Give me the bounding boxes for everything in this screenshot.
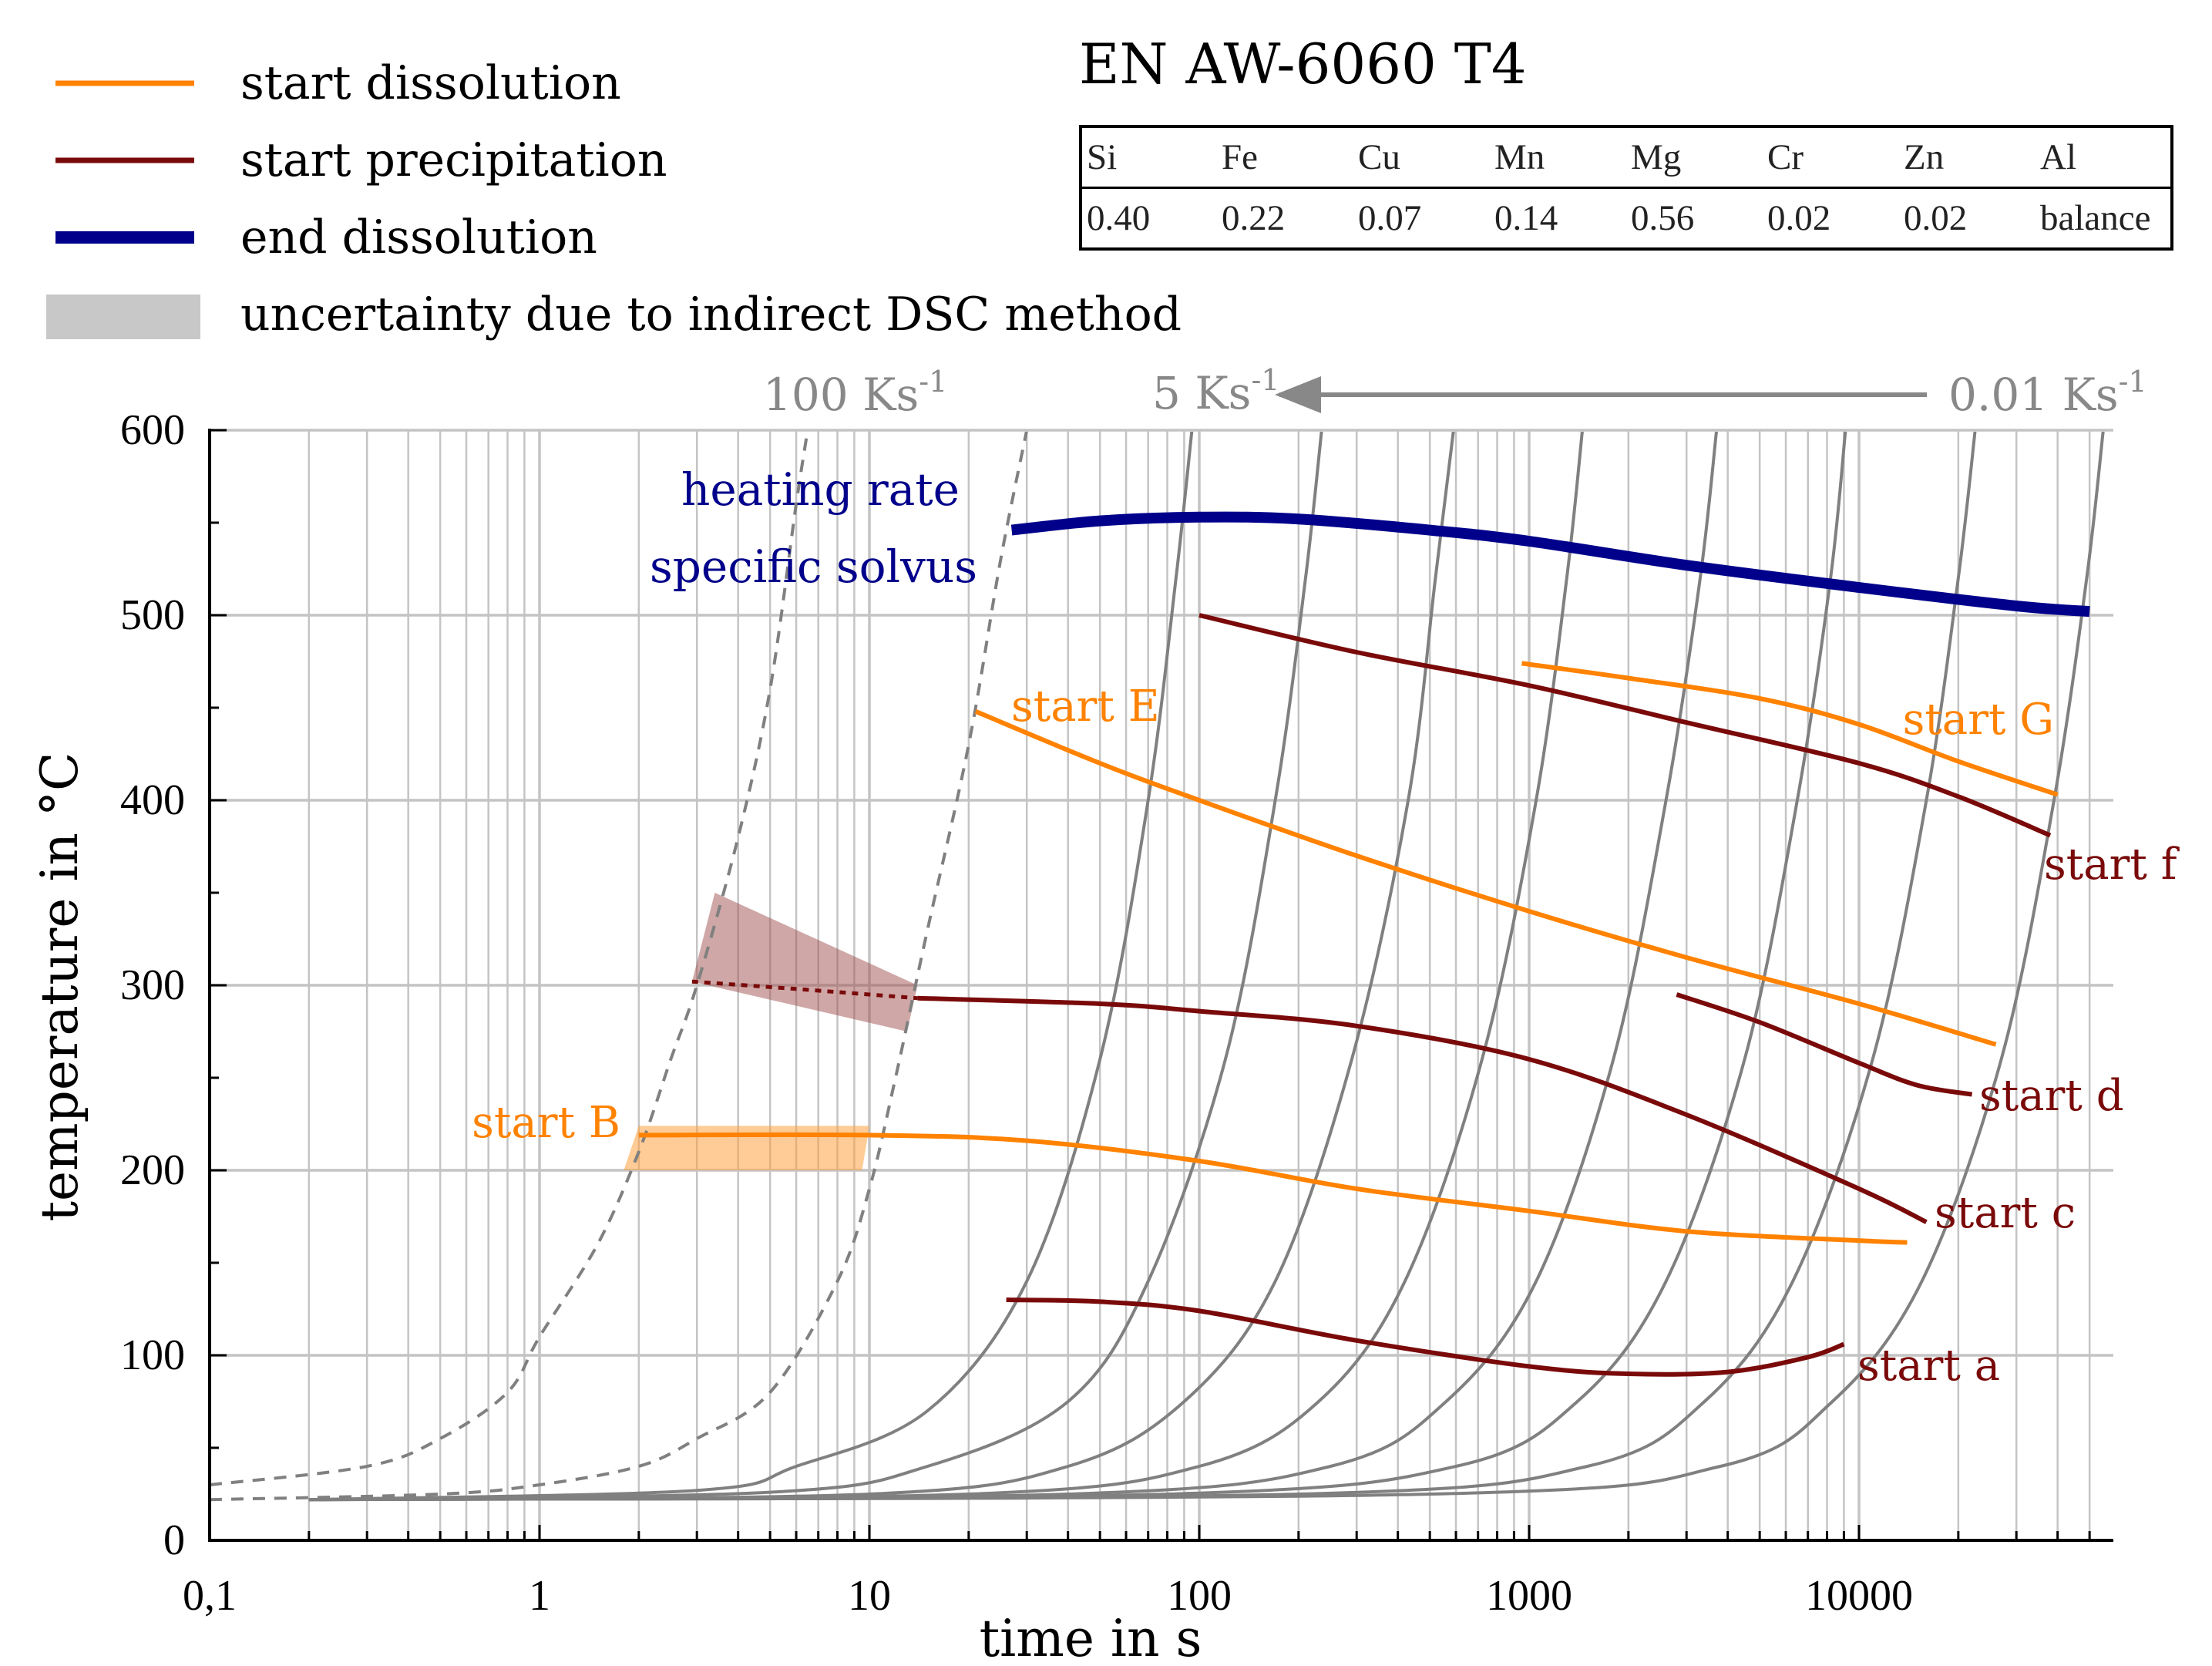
isorate-curve bbox=[308, 432, 1455, 1502]
rate-labels: 100 Ks-1 5 Ks-1 0.01 Ks-1 bbox=[763, 363, 2147, 421]
isorate-curve bbox=[308, 432, 1323, 1502]
rate-label-mid: 5 Ks-1 bbox=[1152, 363, 1279, 419]
y-tick-label: 100 bbox=[120, 1331, 185, 1379]
isorate-curve bbox=[308, 432, 1194, 1502]
label-start-c: start c bbox=[1935, 1188, 2076, 1238]
y-tick-label: 500 bbox=[120, 591, 185, 639]
x-tick-label: 100 bbox=[1167, 1572, 1232, 1620]
x-tick-label: 10 bbox=[848, 1572, 891, 1620]
series-line bbox=[638, 1132, 1908, 1245]
composition-header-cell: Fe bbox=[1217, 126, 1353, 189]
composition-value-cell: 0.14 bbox=[1494, 198, 1558, 238]
x-axis-title: time in s bbox=[980, 1609, 1202, 1666]
composition-value-cell: 0.22 bbox=[1222, 198, 1286, 238]
composition-header-cell: Mg bbox=[1626, 126, 1763, 189]
y-tick-label: 200 bbox=[120, 1146, 185, 1194]
isorate-curves bbox=[210, 432, 2105, 1502]
series-line bbox=[974, 709, 1997, 1047]
series-line bbox=[1006, 1297, 1845, 1377]
isorate-curve bbox=[308, 432, 1977, 1502]
series-lines bbox=[638, 511, 2090, 1377]
series-annotations: start G start f start E start d start c … bbox=[472, 682, 2180, 1391]
y-axis-title: temperature in °C bbox=[30, 752, 89, 1221]
label-start-d: start d bbox=[1979, 1071, 2124, 1121]
composition-header-row: Si Fe Cu Mn Mg Cr Zn Al bbox=[1081, 126, 2172, 189]
composition-header-cell: Cu bbox=[1353, 126, 1490, 189]
rate-label-slow: 0.01 Ks-1 bbox=[1948, 365, 2147, 421]
label-start-e: start E bbox=[1011, 682, 1160, 732]
composition-value-cell: 0.40 bbox=[1087, 198, 1151, 238]
composition-header-cell: Si bbox=[1081, 126, 1217, 189]
rate-label-fast: 100 Ks-1 bbox=[763, 365, 947, 421]
legend-label-uncertainty: uncertainty due to indirect DSC method bbox=[240, 288, 1182, 342]
composition-value-cell: 0.56 bbox=[1631, 198, 1695, 238]
axis-ticks bbox=[208, 429, 2091, 1542]
isorate-curve-dashed bbox=[210, 432, 1028, 1502]
label-start-f: start f bbox=[2044, 840, 2180, 890]
series-line bbox=[1521, 661, 2059, 797]
y-tick-label: 600 bbox=[120, 406, 185, 454]
composition-value-row: 0.40 0.22 0.07 0.14 0.56 0.02 0.02 balan… bbox=[1081, 188, 2172, 250]
solvus-label-line-1: heating rate bbox=[681, 463, 960, 516]
x-tick-label: 1000 bbox=[1486, 1572, 1572, 1620]
y-tick-label: 300 bbox=[120, 961, 185, 1009]
series-line bbox=[1198, 613, 2052, 838]
label-start-b: start B bbox=[472, 1098, 620, 1148]
series-line bbox=[1010, 511, 2090, 618]
legend-swatch-uncertainty bbox=[46, 294, 200, 339]
alloy-title: EN AW-6060 T4 bbox=[1079, 32, 1527, 96]
uncertainty-band bbox=[691, 893, 918, 1032]
y-tick-label: 0 bbox=[163, 1516, 185, 1564]
x-tick-label: 1 bbox=[529, 1572, 550, 1620]
composition-header-cell: Cr bbox=[1763, 126, 1899, 189]
x-tick-label: 0,1 bbox=[183, 1572, 237, 1620]
series-line bbox=[917, 995, 1928, 1224]
legend-label-start-precipitation: start precipitation bbox=[240, 133, 667, 187]
legend-label-end-dissolution: end dissolution bbox=[240, 210, 597, 264]
composition-header-cell: Zn bbox=[1899, 126, 2036, 189]
x-tick-label: 10000 bbox=[1805, 1572, 1913, 1620]
composition-header-cell: Mn bbox=[1490, 126, 1626, 189]
composition-value-cell: 0.02 bbox=[1767, 198, 1831, 238]
composition-value-cell: balance bbox=[2040, 198, 2151, 238]
series-line bbox=[1676, 992, 1973, 1097]
composition-table: Si Fe Cu Mn Mg Cr Zn Al 0.40 0.22 0.07 0… bbox=[1079, 125, 2173, 251]
solvus-label-line-2: specific solvus bbox=[650, 540, 977, 593]
legend-label-start-dissolution: start dissolution bbox=[240, 56, 621, 110]
isorate-curve bbox=[308, 432, 2105, 1502]
legend: start dissolution start precipitation en… bbox=[46, 56, 1182, 342]
composition-header-cell: Al bbox=[2036, 126, 2172, 189]
composition-value-cell: 0.02 bbox=[1904, 198, 1968, 238]
series-line bbox=[691, 979, 918, 1001]
tick-labels: 0,1 1 10 100 1000 10000 0 100 200 300 400 500 600 bbox=[120, 406, 1913, 1620]
label-start-g: start G bbox=[1903, 695, 2054, 745]
label-start-a: start a bbox=[1857, 1341, 2000, 1391]
composition-value-cell: 0.07 bbox=[1358, 198, 1422, 238]
y-tick-label: 400 bbox=[120, 776, 185, 824]
